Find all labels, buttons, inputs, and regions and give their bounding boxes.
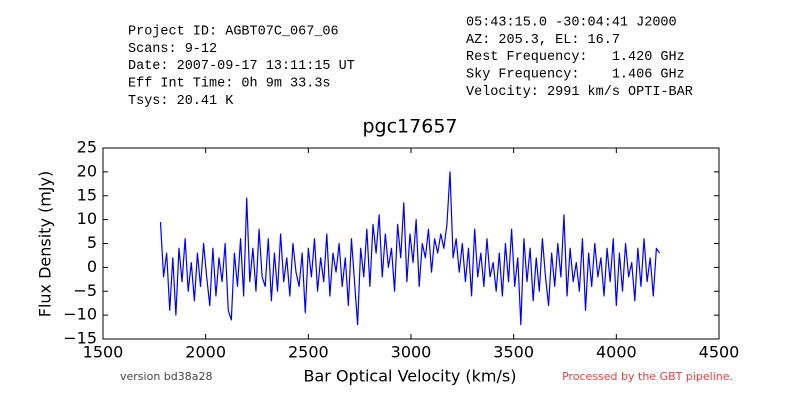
header-line: Scans: 9-12	[128, 42, 217, 57]
y-tick-label: 10	[77, 209, 97, 228]
spectrum-line	[159, 171, 660, 326]
y-axis-label: Flux Density (mJy)	[36, 171, 55, 318]
y-tick-label: 0	[87, 257, 97, 276]
chart-title: pgc17657	[362, 116, 457, 138]
plot-frame	[102, 147, 720, 340]
header-line: Velocity: 2991 km/s OPTI-BAR	[466, 85, 693, 100]
x-tick-label: 2500	[288, 343, 329, 362]
header-line: Tsys: 20.41 K	[128, 94, 234, 109]
header-line: Date: 2007-09-17 13:11:15 UT	[128, 59, 355, 74]
pipeline-note: Processed by the GBT pipeline.	[562, 370, 733, 383]
y-tick-label: 20	[77, 161, 97, 180]
y-tick-label: 25	[77, 138, 97, 157]
y-tick-label: 15	[77, 185, 97, 204]
x-tick-label: 1500	[83, 343, 124, 362]
x-tick-label: 2000	[185, 343, 226, 362]
x-tick-label: 4500	[699, 343, 740, 362]
header-line: Eff Int Time: 0h 9m 33.3s	[128, 76, 331, 91]
header-line: Sky Frequency: 1.406 GHz	[466, 67, 685, 82]
y-tick-label: −10	[63, 305, 97, 324]
x-tick-label: 3500	[493, 343, 534, 362]
version-note: version bd38a28	[120, 370, 213, 383]
y-tick-label: −15	[63, 329, 97, 348]
x-tick-label: 4000	[596, 343, 637, 362]
y-tick-label: 5	[87, 233, 97, 252]
x-tick-label: 3000	[391, 343, 432, 362]
header-line: Rest Frequency: 1.420 GHz	[466, 50, 685, 65]
header-line: 05:43:15.0 -30:04:41 J2000	[466, 16, 677, 31]
header-line: Project ID: AGBT07C_067_06	[128, 25, 339, 40]
header-line: AZ: 205.3, EL: 16.7	[466, 33, 620, 48]
y-tick-label: −5	[73, 281, 97, 300]
x-axis-label: Bar Optical Velocity (km/s)	[304, 367, 517, 386]
